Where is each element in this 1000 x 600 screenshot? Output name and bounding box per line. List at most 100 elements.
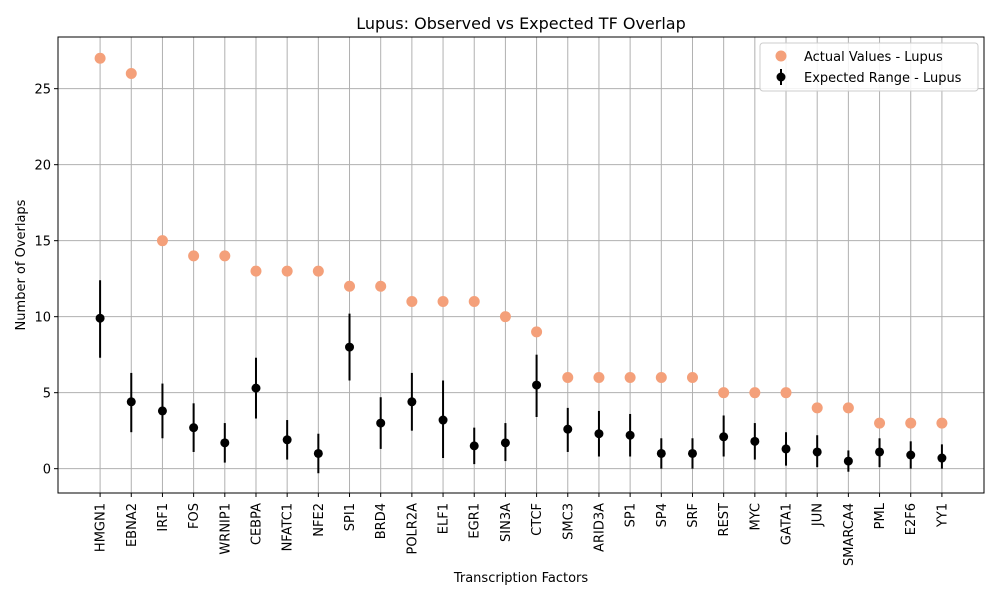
expected-point: [313, 448, 323, 458]
actual-point: [531, 326, 543, 338]
x-tick-label: IRF1: [156, 503, 171, 532]
legend: Actual Values - Lupus Expected Range - L…: [759, 42, 979, 92]
chart-title: Lupus: Observed vs Expected TF Overlap: [356, 14, 686, 33]
expected-point: [95, 313, 105, 323]
x-tick-label: SRF: [686, 503, 701, 528]
expected-point: [812, 447, 822, 457]
expected-point: [469, 441, 479, 451]
actual-point: [250, 265, 262, 277]
expected-point: [563, 424, 573, 434]
x-tick-label: SP4: [655, 503, 670, 527]
expected-point: [906, 450, 916, 460]
actual-point: [406, 295, 418, 307]
expected-point: [220, 438, 230, 448]
x-tick-label: FOS: [187, 503, 202, 529]
legend-expected-label: Expected Range - Lupus: [804, 71, 962, 86]
expected-point: [656, 448, 666, 458]
actual-point: [593, 371, 605, 383]
actual-point: [281, 265, 293, 277]
x-tick-label: SP1: [624, 503, 639, 527]
x-tick-label: EBNA2: [125, 503, 140, 547]
expected-point: [438, 415, 448, 425]
x-tick-label: MYC: [748, 503, 763, 531]
legend-expected-marker: [776, 72, 786, 82]
expected-point: [719, 432, 729, 442]
x-tick-label: GATA1: [780, 503, 795, 545]
actual-point: [188, 250, 200, 262]
x-tick-label: SMC3: [561, 503, 576, 540]
x-axis-label: Transcription Factors: [453, 571, 589, 586]
x-tick-label: WRNIP1: [218, 503, 233, 555]
y-axis: 0 5 10 15 20 25: [34, 83, 58, 478]
x-tick-label: REST: [717, 503, 732, 536]
actual-point: [468, 295, 480, 307]
y-tick-label: 5: [43, 387, 51, 402]
actual-point: [842, 402, 854, 414]
expected-point: [625, 430, 635, 440]
expected-point: [376, 418, 386, 428]
expected-point: [875, 447, 885, 457]
actual-point: [686, 371, 698, 383]
actual-point: [749, 387, 761, 399]
actual-point: [219, 250, 231, 262]
expected-point: [594, 429, 604, 439]
y-tick-label: 0: [43, 463, 51, 478]
expected-point: [937, 453, 947, 463]
actual-point: [499, 311, 511, 323]
y-tick-label: 15: [34, 235, 51, 250]
expected-point: [126, 397, 136, 407]
x-tick-label: JUN: [811, 503, 826, 527]
legend-actual-marker: [775, 50, 787, 62]
x-axis: HMGN1 EBNA2 IRF1 FOS WRNIP1 CEBPA NFATC1 NFE2 SP…: [94, 493, 950, 566]
actual-point: [94, 52, 106, 64]
expected-point: [500, 438, 510, 448]
actual-point: [874, 417, 886, 429]
expected-point: [157, 406, 167, 416]
actual-point: [375, 280, 387, 292]
x-tick-label: ARID3A: [592, 503, 607, 552]
x-tick-label: NFATC1: [281, 503, 296, 551]
y-axis-label: Number of Overlaps: [14, 199, 29, 330]
actual-point: [811, 402, 823, 414]
x-tick-label: HMGN1: [94, 503, 109, 552]
plot-frame: [57, 36, 985, 494]
expected-point: [843, 456, 853, 466]
actual-point: [718, 387, 730, 399]
x-tick-label: SIN3A: [499, 503, 514, 542]
actual-point: [562, 371, 574, 383]
actual-point: [156, 235, 168, 247]
expected-point: [251, 383, 261, 393]
x-tick-label: ELF1: [437, 503, 452, 534]
expected-point: [781, 444, 791, 454]
x-tick-label: YY1: [935, 503, 950, 528]
legend-box: [759, 42, 979, 92]
actual-point: [624, 371, 636, 383]
data-points: [94, 52, 948, 466]
x-tick-label: NFE2: [312, 503, 327, 537]
actual-point: [437, 295, 449, 307]
x-tick-label: BRD4: [374, 503, 389, 539]
actual-point: [125, 67, 137, 79]
x-tick-label: SPI1: [343, 503, 358, 531]
expected-point: [750, 436, 760, 446]
x-tick-label: SMARCA4: [842, 503, 857, 566]
x-tick-label: E2F6: [904, 503, 919, 535]
y-tick-label: 25: [34, 83, 51, 98]
expected-point: [687, 448, 697, 458]
x-tick-label: EGR1: [468, 503, 483, 539]
expected-point: [345, 342, 355, 352]
expected-point: [282, 435, 292, 445]
x-tick-label: CTCF: [530, 503, 545, 536]
expected-point: [532, 380, 542, 390]
actual-point: [936, 417, 948, 429]
actual-point: [905, 417, 917, 429]
x-tick-label: CEBPA: [249, 503, 264, 545]
y-tick-label: 10: [34, 311, 51, 326]
actual-point: [312, 265, 324, 277]
actual-point: [780, 387, 792, 399]
actual-point: [655, 371, 667, 383]
y-tick-label: 20: [34, 159, 51, 174]
expected-point: [189, 423, 199, 433]
expected-point: [407, 397, 417, 407]
